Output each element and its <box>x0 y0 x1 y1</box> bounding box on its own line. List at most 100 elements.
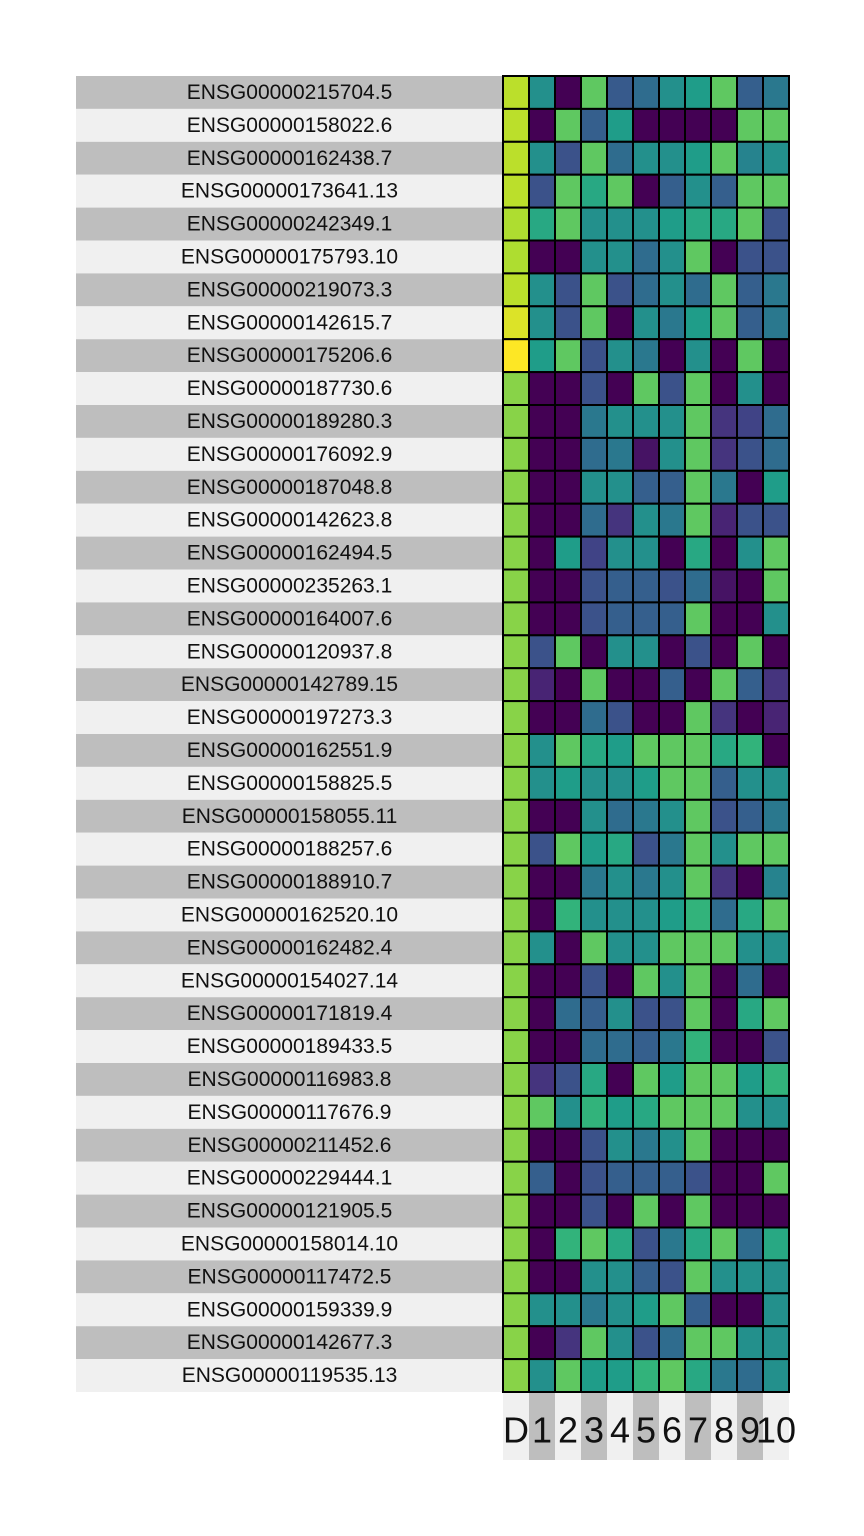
heatmap-cell <box>606 831 634 867</box>
column-label: 3 <box>584 1410 604 1451</box>
column-band <box>633 1392 659 1460</box>
heatmap-cell <box>684 831 712 867</box>
heatmap-cell <box>580 634 608 670</box>
heatmap-cell <box>736 765 764 801</box>
heatmap-cell <box>710 1160 738 1196</box>
heatmap-cell <box>736 1259 764 1295</box>
row-label: ENSG00000187730.6 <box>187 377 393 400</box>
heatmap-cell <box>658 75 686 110</box>
heatmap-cell <box>658 1358 686 1393</box>
heatmap-cell <box>554 1358 582 1393</box>
row-label: ENSG00000142623.8 <box>187 509 393 532</box>
heatmap-cell <box>554 1127 582 1163</box>
heatmap-cell <box>606 272 634 308</box>
heatmap-cell <box>554 371 582 407</box>
row-band <box>76 964 503 998</box>
heatmap-cell <box>762 864 790 900</box>
heatmap-cell <box>762 930 790 966</box>
heatmap-cell <box>632 1029 660 1064</box>
heatmap-cell <box>502 798 530 834</box>
heatmap-cell <box>762 733 790 768</box>
heatmap-cell <box>684 239 712 275</box>
heatmap-cell <box>528 1127 556 1163</box>
heatmap-cell <box>736 469 764 505</box>
heatmap-cell <box>502 897 530 933</box>
heatmap-cell <box>736 502 764 538</box>
heatmap-cell <box>554 107 582 143</box>
row-band <box>76 668 503 702</box>
heatmap-cell <box>736 798 764 834</box>
heatmap-cell <box>502 601 530 637</box>
heatmap-cell <box>606 75 634 110</box>
heatmap-cell <box>632 667 660 703</box>
heatmap-cell <box>554 272 582 308</box>
heatmap-cell <box>762 1226 790 1262</box>
heatmap-cell <box>762 404 790 439</box>
heatmap-cell <box>658 371 686 407</box>
heatmap-cell <box>762 963 790 999</box>
heatmap-cell <box>528 930 556 966</box>
heatmap-cell <box>710 634 738 670</box>
heatmap-cell <box>528 1325 556 1361</box>
row-label: ENSG00000175206.6 <box>187 344 393 367</box>
heatmap-cell <box>684 864 712 900</box>
heatmap-cell <box>710 535 738 571</box>
heatmap-cell <box>684 305 712 341</box>
column-band <box>763 1392 789 1460</box>
heatmap-cell <box>606 798 634 834</box>
heatmap-cell <box>632 1062 660 1097</box>
row-labels: ENSG00000215704.5 ENSG00000158022.6 ENSG00… <box>181 81 398 1387</box>
heatmap-cell <box>502 535 530 571</box>
heatmap-cell <box>606 107 634 143</box>
row-band <box>76 1063 503 1096</box>
column-band <box>711 1392 737 1460</box>
heatmap-cell <box>580 667 608 703</box>
heatmap-cell <box>658 1226 686 1262</box>
heatmap-cell <box>736 1358 764 1393</box>
heatmap-cell <box>762 897 790 933</box>
row-band <box>76 1161 503 1195</box>
heatmap-cell <box>580 996 608 1032</box>
column-band <box>503 1392 529 1460</box>
heatmap-cell <box>736 1226 764 1262</box>
heatmap-cell <box>632 305 660 341</box>
heatmap-cell <box>762 765 790 801</box>
heatmap-cell <box>580 404 608 439</box>
heatmap-cell <box>736 206 764 242</box>
heatmap-cell <box>762 1325 790 1361</box>
heatmap-cell <box>684 634 712 670</box>
heatmap-cell <box>554 1325 582 1361</box>
heatmap-cell <box>632 206 660 242</box>
heatmap-cell <box>580 568 608 604</box>
column-band <box>659 1392 685 1460</box>
heatmap-cell <box>710 1094 738 1130</box>
heatmap-cell <box>502 305 530 341</box>
heatmap-cell <box>762 1094 790 1130</box>
row-band <box>76 503 503 537</box>
heatmap-cell <box>502 667 530 703</box>
row-band <box>76 76 503 109</box>
row-label: ENSG00000242349.1 <box>187 213 393 236</box>
heatmap-cell <box>736 1029 764 1064</box>
heatmap-cell <box>606 1029 634 1064</box>
heatmap-cell <box>684 798 712 834</box>
row-label: ENSG00000175793.10 <box>181 245 398 268</box>
heatmap-cell <box>762 700 790 735</box>
heatmap-cell <box>554 206 582 242</box>
row-band <box>76 306 503 340</box>
heatmap-cell <box>658 107 686 143</box>
heatmap-cell <box>658 404 686 439</box>
heatmap-cell <box>762 996 790 1032</box>
heatmap-cell <box>710 502 738 538</box>
heatmap-cell <box>736 1160 764 1196</box>
row-band <box>76 1128 503 1162</box>
heatmap-cell <box>736 1193 764 1229</box>
column-label: 6 <box>662 1410 682 1451</box>
heatmap-cell <box>528 436 556 472</box>
heatmap-cell <box>502 1193 530 1229</box>
heatmap-cell <box>554 700 582 735</box>
heatmap-cell <box>606 502 634 538</box>
heatmap-cell <box>658 1127 686 1163</box>
heatmap-cell <box>736 535 764 571</box>
heatmap-cell <box>580 436 608 472</box>
